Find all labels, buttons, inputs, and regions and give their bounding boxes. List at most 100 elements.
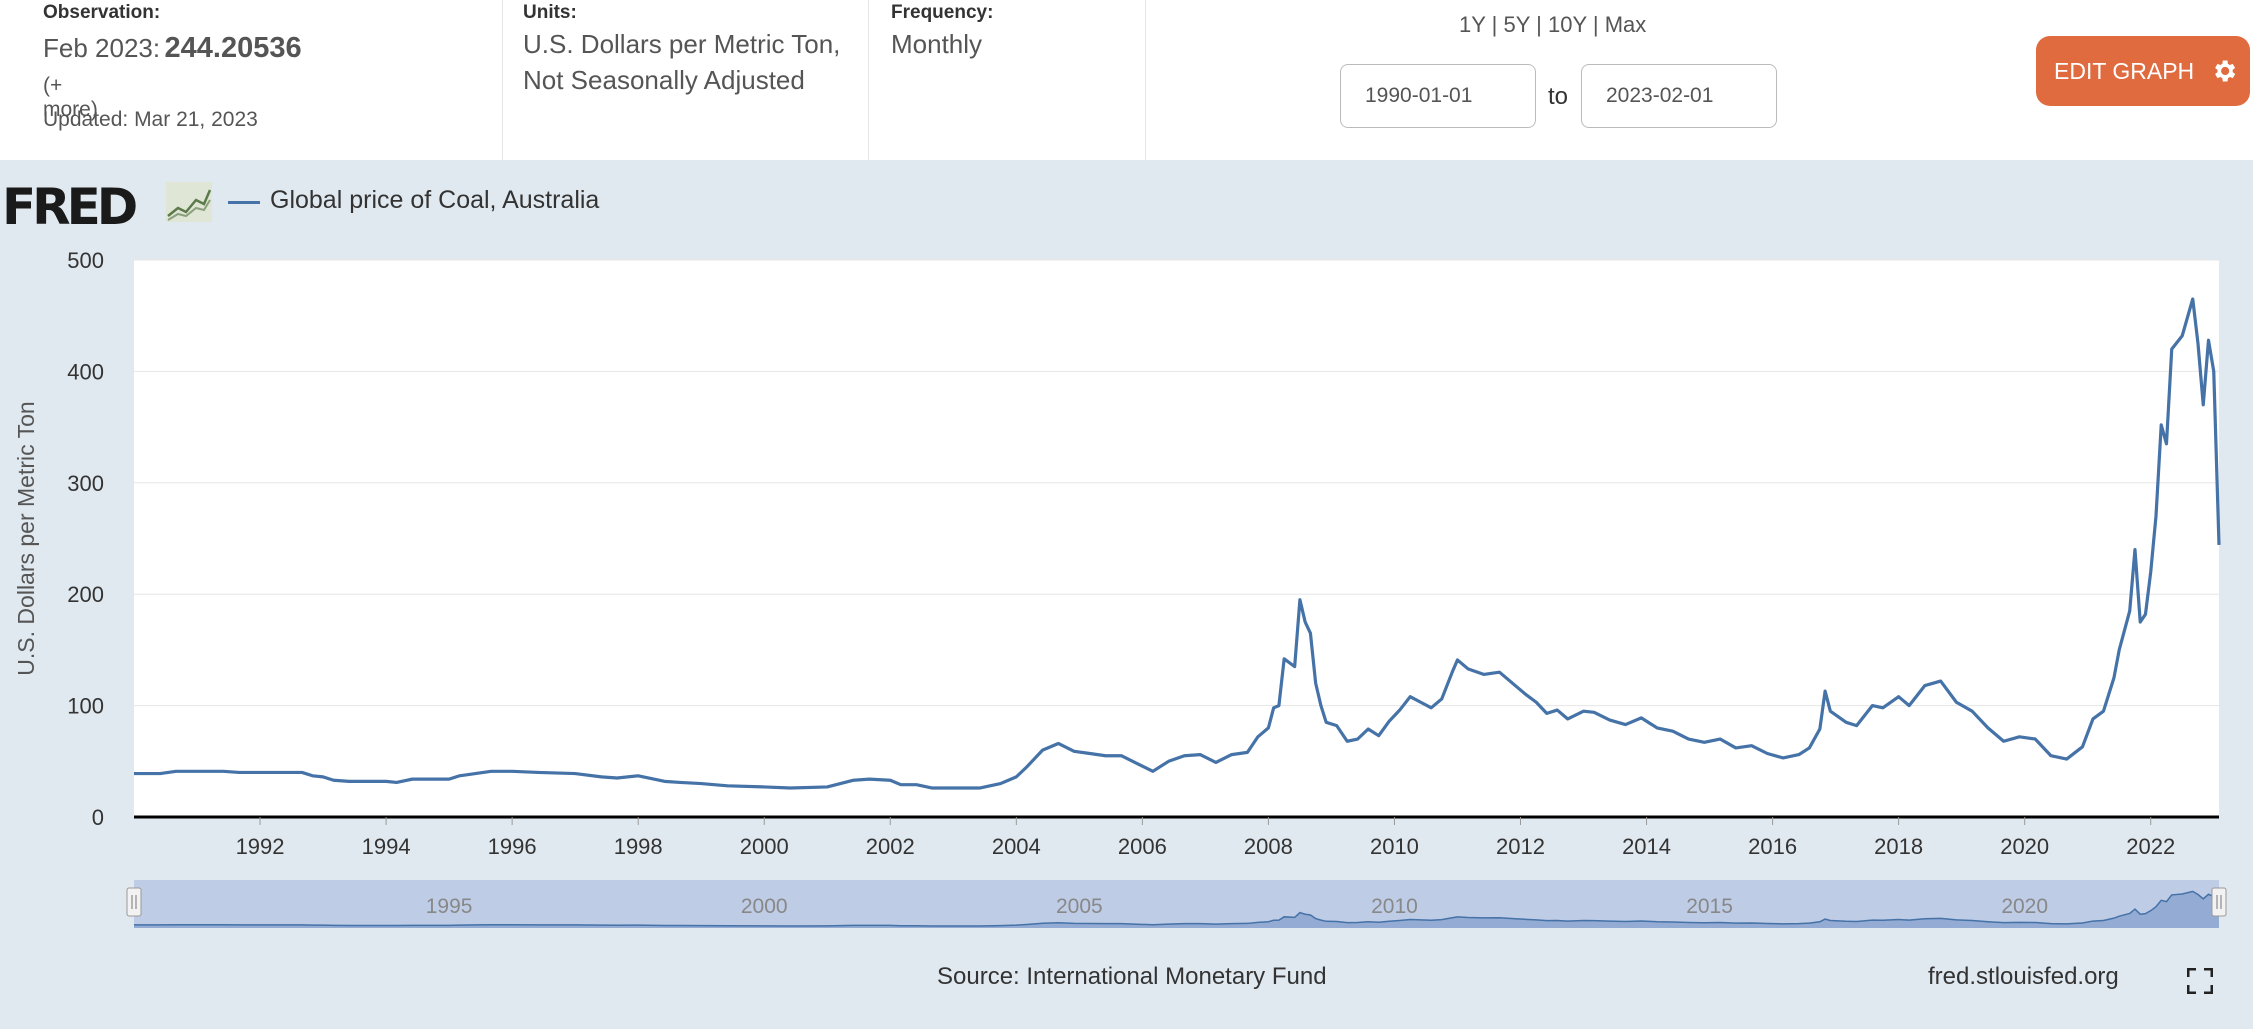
range-max-link[interactable]: Max [1604,12,1647,37]
graph-title-row: FRED Global price of Coal, Australia [0,170,1200,236]
data-point [1624,723,1627,726]
gear-icon [2215,60,2236,82]
data-point [1388,720,1391,723]
data-point [2165,442,2168,445]
data-point [1808,746,1811,749]
start-date-input[interactable] [1340,64,1536,128]
data-point [1545,712,1548,715]
data-point [999,782,1002,785]
end-date-input[interactable] [1581,64,1777,128]
navigator-left-handle[interactable] [126,887,142,917]
data-point [1897,695,1900,698]
data-point [2212,370,2215,373]
data-point [1440,697,1443,700]
data-point [1325,721,1328,724]
data-point [1829,710,1832,713]
data-point [1456,658,1459,661]
observation-period: Feb 2023: [43,33,161,63]
range-10y-link[interactable]: 10Y [1547,12,1587,37]
data-point [1314,682,1317,685]
data-point [2002,740,2005,743]
data-point [1608,718,1611,721]
data-point [174,770,177,773]
x-tick-label: 1994 [362,834,411,859]
data-point [1319,704,1322,707]
data-point [1971,710,1974,713]
series-title: Global price of Coal, Australia [270,186,600,214]
data-point [600,775,603,778]
data-point [1734,746,1737,749]
updated-date: Updated: Mar 21, 2023 [43,108,258,131]
data-point [637,774,640,777]
data-point [285,771,288,774]
data-point [1451,671,1454,674]
data-point [1655,726,1658,729]
data-point [348,780,351,783]
data-point [1041,749,1044,752]
data-point [321,775,324,778]
edit-graph-label: EDIT GRAPH [2054,58,2195,84]
data-point [1183,754,1186,757]
y-tick-label: 100 [67,694,104,719]
data-point [2181,334,2184,337]
data-point [458,774,461,777]
data-point [2144,613,2147,616]
observation-label: Observation: [43,2,161,23]
navigator-year-label: 2005 [1056,895,1103,918]
range-5y-link[interactable]: 5Y [1503,12,1530,37]
data-point [1367,727,1370,730]
data-point [1514,684,1517,687]
data-point [1797,753,1800,756]
edit-graph-button[interactable]: EDIT GRAPH [2036,36,2250,106]
y-tick-label: 200 [67,582,104,607]
x-tick-label: 2012 [1496,834,1545,859]
data-point [1419,701,1422,704]
data-point [1845,721,1848,724]
data-point [1986,726,1989,729]
data-point [2139,620,2142,623]
data-point [1398,708,1401,711]
data-point [1582,710,1585,713]
data-point [1120,754,1123,757]
data-point [2034,737,2037,740]
data-point [448,778,451,781]
data-point [474,772,477,775]
data-point [300,771,303,774]
date-to-label: to [1548,83,1569,110]
x-tick-label: 1996 [488,834,537,859]
data-point [2118,648,2121,651]
data-point [1298,598,1301,601]
fullscreen-icon[interactable] [2187,968,2213,994]
fred-url-link[interactable]: fred.stlouisfed.org [1928,963,2119,990]
data-point [2160,423,2163,426]
date-range-shortcuts: 1Y | 5Y | 10Y | Max [1459,12,1646,38]
data-point [1230,753,1233,756]
x-tick-label: 2018 [1874,834,1923,859]
range-1y-link[interactable]: 1Y [1459,12,1486,37]
x-tick-label: 1992 [236,834,285,859]
data-point [237,771,240,774]
y-tick-label: 0 [92,805,104,830]
units-line-1: U.S. Dollars per Metric Ton, [523,29,841,59]
data-point [490,770,493,773]
source-note: Source: International Monetary Fund [937,963,1327,990]
data-point [1136,762,1139,765]
data-point [1167,760,1170,763]
navigator-right-handle[interactable] [2211,887,2227,917]
data-point [1881,706,1884,709]
data-point [1703,741,1706,744]
data-point [1687,737,1690,740]
navigator-series-area [134,891,2219,928]
x-tick-label: 2010 [1370,834,1419,859]
data-point [1908,704,1911,707]
data-point [978,786,981,789]
y-axis-label: U.S. Dollars per Metric Ton [13,401,39,675]
data-point [852,779,855,782]
data-point [1335,724,1338,727]
data-point [1267,726,1270,729]
data-point [679,781,682,784]
data-point [2170,348,2173,351]
more-observations-link[interactable]: (+ more) [43,74,98,121]
navigator-year-label: 2010 [1371,895,1418,918]
x-tick-label: 2014 [1622,834,1671,859]
